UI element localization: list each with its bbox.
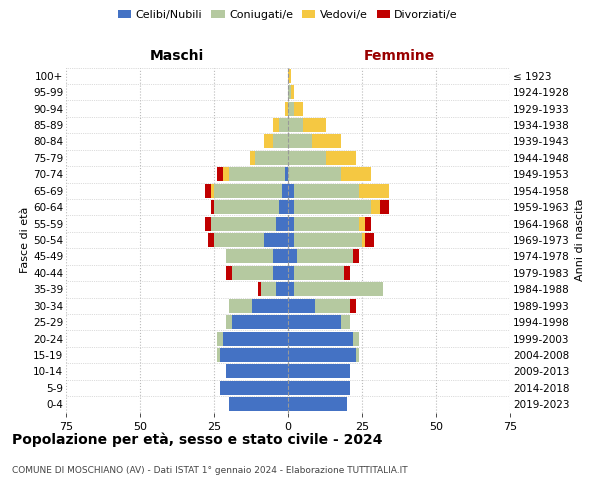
Bar	[350, 298, 356, 312]
Bar	[288, 298, 314, 312]
Bar	[288, 266, 294, 280]
Bar	[288, 102, 294, 116]
Bar	[217, 168, 223, 181]
Bar	[288, 200, 294, 214]
Bar	[250, 151, 256, 165]
Bar	[265, 134, 273, 148]
Bar	[326, 151, 356, 165]
Bar	[365, 216, 371, 230]
Bar	[288, 134, 311, 148]
Y-axis label: Anni di nascita: Anni di nascita	[575, 198, 585, 281]
Bar	[205, 184, 211, 198]
Bar	[288, 398, 347, 411]
Bar	[294, 102, 303, 116]
Text: Maschi: Maschi	[150, 48, 204, 62]
Text: Femmine: Femmine	[364, 48, 434, 62]
Bar	[276, 282, 288, 296]
Bar	[273, 266, 288, 280]
Bar	[205, 216, 211, 230]
Legend: Celibi/Nubili, Coniugati/e, Vedovi/e, Divorziati/e: Celibi/Nubili, Coniugati/e, Vedovi/e, Di…	[113, 6, 463, 25]
Bar	[294, 266, 344, 280]
Bar	[353, 332, 359, 345]
Text: Popolazione per età, sesso e stato civile - 2024: Popolazione per età, sesso e stato civil…	[12, 432, 383, 447]
Bar	[211, 216, 276, 230]
Bar	[314, 298, 350, 312]
Bar	[229, 298, 253, 312]
Bar	[223, 168, 229, 181]
Bar	[294, 282, 383, 296]
Bar	[285, 168, 288, 181]
Bar	[273, 250, 288, 264]
Bar	[211, 184, 214, 198]
Bar	[211, 200, 214, 214]
Bar	[229, 398, 288, 411]
Bar	[214, 233, 265, 247]
Bar	[380, 200, 389, 214]
Bar	[279, 200, 288, 214]
Bar	[220, 381, 288, 395]
Bar	[288, 118, 303, 132]
Bar	[288, 250, 297, 264]
Bar	[282, 184, 288, 198]
Bar	[276, 216, 288, 230]
Bar	[229, 168, 285, 181]
Bar	[273, 134, 288, 148]
Bar	[226, 250, 273, 264]
Bar	[265, 233, 288, 247]
Bar	[362, 233, 365, 247]
Text: COMUNE DI MOSCHIANO (AV) - Dati ISTAT 1° gennaio 2024 - Elaborazione TUTTITALIA.: COMUNE DI MOSCHIANO (AV) - Dati ISTAT 1°…	[12, 466, 407, 475]
Bar	[232, 266, 273, 280]
Bar	[217, 332, 223, 345]
Bar	[359, 184, 389, 198]
Bar	[353, 250, 359, 264]
Bar	[288, 315, 341, 329]
Bar	[294, 216, 359, 230]
Y-axis label: Fasce di età: Fasce di età	[20, 207, 30, 273]
Bar	[214, 200, 279, 214]
Bar	[220, 348, 288, 362]
Bar	[288, 85, 291, 99]
Bar	[288, 216, 294, 230]
Bar	[279, 118, 288, 132]
Bar	[232, 315, 288, 329]
Bar	[365, 233, 374, 247]
Bar	[262, 282, 276, 296]
Bar	[294, 200, 371, 214]
Bar	[288, 364, 350, 378]
Bar	[273, 118, 279, 132]
Bar	[288, 332, 353, 345]
Bar	[341, 168, 371, 181]
Bar	[208, 233, 214, 247]
Bar	[294, 184, 359, 198]
Bar	[371, 200, 380, 214]
Bar	[226, 315, 232, 329]
Bar	[356, 348, 359, 362]
Bar	[288, 68, 291, 82]
Bar	[341, 315, 350, 329]
Bar	[259, 282, 262, 296]
Bar	[223, 332, 288, 345]
Bar	[288, 348, 356, 362]
Bar	[297, 250, 353, 264]
Bar	[288, 282, 294, 296]
Bar	[288, 184, 294, 198]
Bar	[256, 151, 288, 165]
Bar	[288, 381, 350, 395]
Bar	[344, 266, 350, 280]
Bar	[288, 168, 341, 181]
Bar	[285, 102, 288, 116]
Bar	[226, 266, 232, 280]
Bar	[217, 348, 220, 362]
Bar	[288, 233, 294, 247]
Bar	[294, 233, 362, 247]
Bar	[303, 118, 326, 132]
Bar	[311, 134, 341, 148]
Bar	[291, 85, 294, 99]
Bar	[359, 216, 365, 230]
Bar	[226, 364, 288, 378]
Bar	[253, 298, 288, 312]
Bar	[214, 184, 282, 198]
Bar	[288, 151, 326, 165]
